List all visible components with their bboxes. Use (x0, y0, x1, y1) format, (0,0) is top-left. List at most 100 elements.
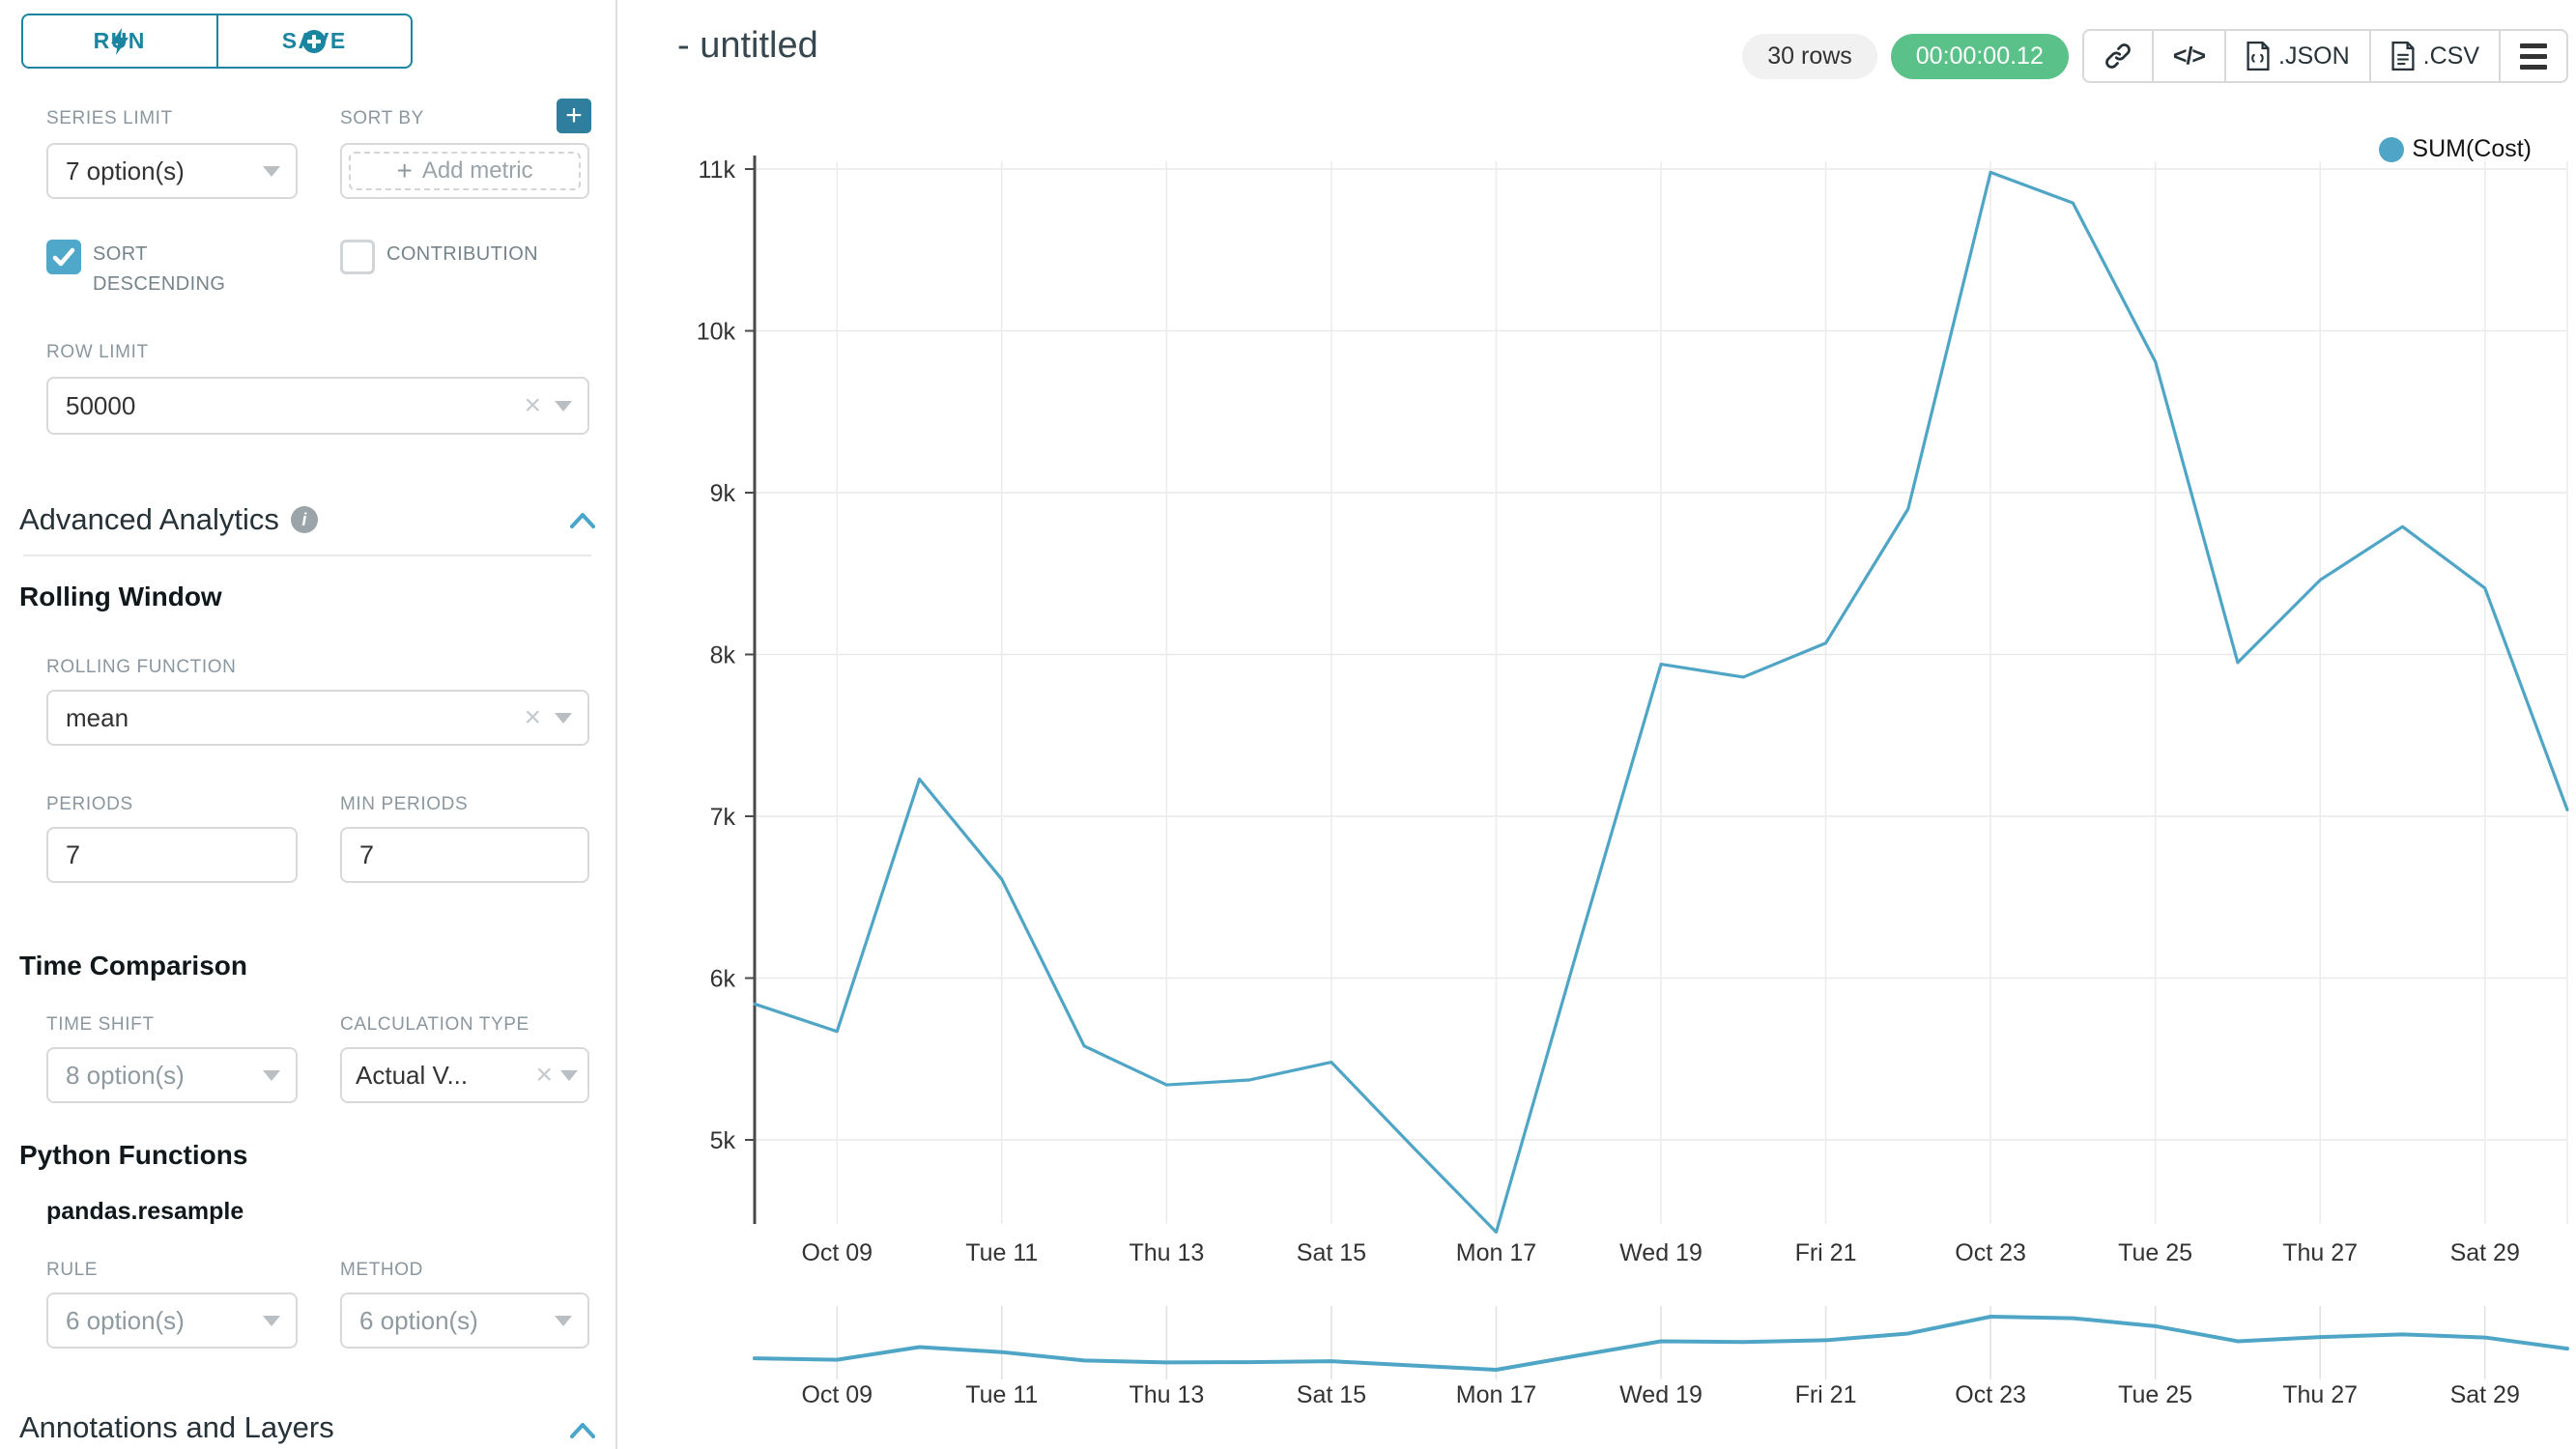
mini-x-tick-label: Sat 15 (1297, 1381, 1366, 1408)
mini-x-tick-label: Wed 19 (1619, 1381, 1703, 1408)
series-limit-label: SERIES LIMIT (46, 108, 173, 128)
add-metric-label: Add metric (421, 157, 533, 184)
clear-icon[interactable]: × (524, 701, 541, 733)
lightning-icon (110, 27, 129, 55)
sort-by-label: SORT BY (340, 108, 424, 128)
x-tick-label: Mon 17 (1456, 1239, 1536, 1266)
calculation-type-select[interactable]: Actual V... × (340, 1047, 589, 1103)
series-line[interactable] (753, 170, 2569, 1235)
y-tick-label: 7k (710, 804, 736, 831)
contribution-control: CONTRIBUTION (340, 240, 601, 274)
y-tick-label: 6k (710, 966, 736, 993)
x-tick-label: Oct 09 (801, 1239, 873, 1266)
json-file-icon (2247, 42, 2270, 71)
rule-select[interactable]: 6 option(s) (46, 1293, 298, 1349)
info-icon: i (290, 506, 318, 533)
export-csv-button[interactable]: .CSV (2368, 31, 2499, 81)
chevron-down-icon (555, 712, 572, 724)
rule-value: 6 option(s) (66, 1305, 185, 1335)
mini-x-tick-label: Mon 17 (1456, 1381, 1536, 1408)
mini-series-line[interactable] (753, 1315, 2569, 1372)
menu-icon (2520, 43, 2547, 70)
mini-x-tick-label: Oct 09 (801, 1381, 873, 1408)
save-button[interactable]: SAVE (215, 15, 412, 67)
csv-file-icon (2391, 42, 2415, 71)
min-periods-input[interactable] (342, 829, 587, 881)
rule-label: RULE (46, 1260, 99, 1280)
y-tick-label: 10k (697, 319, 736, 346)
x-tick-label: Sat 15 (1297, 1239, 1366, 1266)
clear-icon[interactable]: × (535, 1059, 553, 1091)
x-tick-label: Wed 19 (1619, 1239, 1703, 1266)
row-limit-select[interactable]: 50000 × (46, 377, 589, 435)
chevron-up-icon[interactable] (568, 510, 597, 531)
periods-label: PERIODS (46, 794, 133, 814)
annotations-header[interactable]: Annotations and Layers (19, 1410, 334, 1445)
x-tick-label: Sat 29 (2450, 1239, 2520, 1266)
embed-code-button[interactable]: </> (2151, 31, 2224, 81)
check-icon (52, 247, 75, 267)
clear-icon[interactable]: × (524, 389, 541, 421)
chevron-up-icon[interactable] (568, 1420, 597, 1441)
time-shift-select[interactable]: 8 option(s) (46, 1047, 298, 1103)
mini-x-tick-label: Fri 21 (1795, 1381, 1857, 1408)
y-tick-label: 11k (699, 156, 736, 184)
chevron-down-icon (555, 400, 572, 412)
y-tick-label: 9k (710, 480, 736, 507)
legend-item[interactable]: SUM(Cost) (2379, 135, 2532, 163)
mini-x-tick-label: Tue 25 (2118, 1381, 2192, 1408)
control-panel: RUN SAVE SERIES LIMIT SORT BY + 7 option… (0, 0, 617, 1449)
y-tick-label: 8k (710, 642, 736, 669)
advanced-analytics-header[interactable]: Advanced Analytics i (19, 502, 318, 537)
chevron-down-icon (555, 1315, 572, 1326)
calculation-type-value: Actual V... (356, 1060, 469, 1090)
mini-x-tick-label: Oct 23 (1955, 1381, 2026, 1408)
method-value: 6 option(s) (359, 1305, 478, 1335)
run-save-button-group: RUN SAVE (21, 14, 413, 69)
time-shift-label: TIME SHIFT (46, 1014, 155, 1035)
mini-x-tick-label: Sat 29 (2450, 1381, 2520, 1408)
time-comparison-title: Time Comparison (19, 951, 247, 980)
time-shift-value: 8 option(s) (66, 1060, 185, 1090)
chart-menu-button[interactable] (2499, 31, 2566, 81)
code-icon: </> (2172, 42, 2206, 70)
contribution-checkbox[interactable] (340, 240, 375, 274)
csv-button-label: .CSV (2422, 42, 2479, 70)
periods-input[interactable] (48, 829, 296, 881)
rolling-function-label: ROLLING FUNCTION (46, 657, 237, 677)
export-json-button[interactable]: .JSON (2224, 31, 2369, 81)
x-tick-label: Fri 21 (1795, 1239, 1857, 1266)
method-select[interactable]: 6 option(s) (340, 1293, 589, 1349)
mini-x-tick-label: Thu 13 (1129, 1381, 1204, 1408)
chevron-down-icon (560, 1069, 578, 1081)
add-metric-button[interactable]: + Add metric (349, 152, 581, 190)
chart-title[interactable]: - untitled (677, 25, 818, 66)
export-button-group: </> .JSON (2081, 29, 2568, 83)
chart-container: - untitled 30 rows 00:00:00.12 </> (619, 0, 2576, 1449)
row-limit-value: 50000 (66, 390, 136, 420)
sort-descending-checkbox[interactable] (46, 240, 81, 274)
pandas-resample-label: pandas.resample (46, 1198, 244, 1225)
mini-x-tick-label: Tue 11 (965, 1381, 1038, 1408)
contribution-label: CONTRIBUTION (386, 243, 539, 265)
run-button[interactable]: RUN (23, 15, 216, 67)
min-periods-input-wrap (340, 827, 589, 883)
sort-descending-control: SORT DESCENDING (46, 240, 264, 299)
add-sort-by-button[interactable]: + (557, 99, 591, 133)
series-limit-select[interactable]: 7 option(s) (46, 143, 298, 199)
annotations-title: Annotations and Layers (19, 1410, 334, 1444)
x-tick-label: Oct 23 (1955, 1239, 2026, 1266)
periods-input-wrap (46, 827, 298, 883)
rolling-function-select[interactable]: mean × (46, 690, 589, 746)
x-tick-label: Tue 25 (2118, 1239, 2192, 1266)
copy-link-button[interactable] (2084, 31, 2152, 81)
x-tick-label: Thu 13 (1129, 1239, 1204, 1266)
min-periods-label: MIN PERIODS (340, 794, 469, 814)
row-limit-label: ROW LIMIT (46, 342, 149, 362)
advanced-analytics-title: Advanced Analytics (19, 502, 279, 536)
sort-by-control: + Add metric (340, 143, 589, 199)
mini-x-tick-label: Thu 27 (2282, 1381, 2358, 1408)
chevron-down-icon (263, 165, 280, 177)
